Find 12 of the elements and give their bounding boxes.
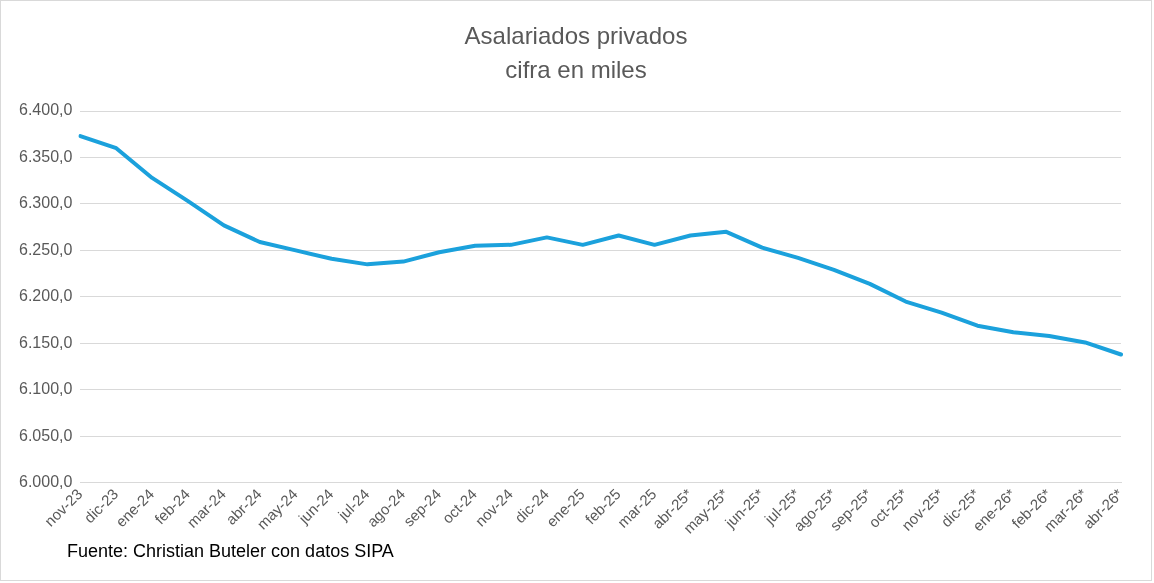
y-tick-label: 6.250,0 <box>18 240 73 258</box>
y-tick-label: 6.200,0 <box>18 287 73 305</box>
y-tick-label: 6.400,0 <box>18 101 73 119</box>
y-tick-label: 6.100,0 <box>18 380 73 398</box>
y-tick-label: 6.300,0 <box>18 194 73 212</box>
y-tick-label: 6.000,0 <box>18 473 73 491</box>
source-note: Fuente: Christian Buteler con datos SIPA <box>67 541 394 562</box>
y-tick-label: 6.150,0 <box>18 333 73 351</box>
chart-title: Asalariados privados <box>463 21 689 51</box>
y-tick-label: 6.050,0 <box>18 426 73 444</box>
chart-subtitle: cifra en miles <box>504 55 648 85</box>
y-tick-label: 6.350,0 <box>18 147 73 165</box>
